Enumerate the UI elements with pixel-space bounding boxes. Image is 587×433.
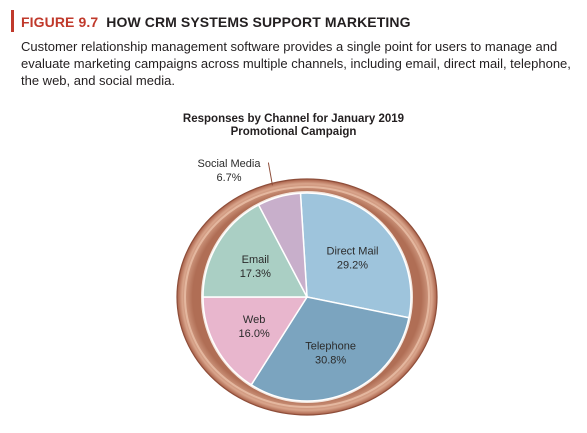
slice-value-direct-mail: 29.2%	[337, 259, 368, 271]
slice-name-telephone: Telephone	[305, 341, 356, 353]
pie-slice-direct-mail	[299, 192, 412, 319]
pie-rim-highlight	[184, 186, 430, 408]
slice-name-web: Web	[243, 314, 265, 326]
slice-value-social-media: 6.7%	[216, 172, 241, 184]
figure-caption: Customer relationship management softwar…	[21, 39, 571, 88]
slice-name-direct-mail: Direct Mail	[327, 245, 379, 257]
chart-subtitle: Promotional Campaign	[230, 126, 357, 138]
figure-title: HOW CRM SYSTEMS SUPPORT MARKETING	[106, 14, 411, 30]
slice-name-email: Email	[242, 254, 270, 266]
leader-line-social-media	[267, 162, 273, 186]
slice-value-email: 17.3%	[240, 268, 271, 280]
figure-label: FIGURE 9.7	[21, 14, 99, 30]
slice-value-web: 16.0%	[239, 328, 270, 340]
figure-accent-bar	[11, 10, 14, 32]
slice-name-social-media: Social Media	[198, 158, 262, 170]
pie-slice-email	[202, 203, 309, 298]
chart-title: Responses by Channel for January 2019	[182, 113, 405, 125]
slice-value-telephone: 30.8%	[315, 355, 346, 367]
pie-slice-web	[202, 296, 309, 386]
pie-slice-social-media	[257, 192, 308, 298]
figure-header: FIGURE 9.7 HOW CRM SYSTEMS SUPPORT MARKET…	[21, 14, 411, 30]
